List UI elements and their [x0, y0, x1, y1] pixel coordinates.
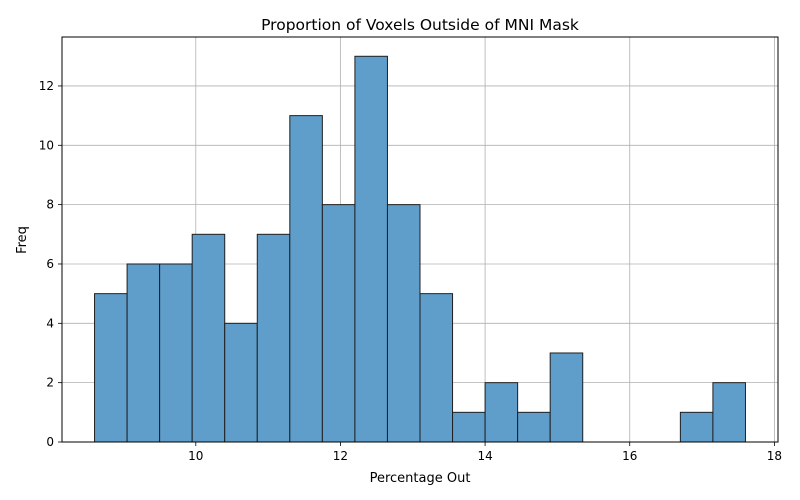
x-tick-label: 16: [622, 449, 637, 463]
x-tick-label: 12: [333, 449, 348, 463]
histogram-bar: [289, 115, 323, 443]
y-axis-label: Freq: [15, 226, 30, 254]
histogram-bar: [94, 293, 128, 443]
histogram-bar: [126, 263, 161, 443]
histogram-bar: [484, 382, 519, 443]
x-tick-label: 10: [188, 449, 203, 463]
y-tick-label: 8: [46, 198, 54, 212]
y-tick-label: 2: [46, 376, 54, 390]
x-tick-label: 14: [477, 449, 492, 463]
y-tick-label: 4: [46, 316, 54, 330]
histogram-bars: [94, 55, 746, 443]
y-tick-label: 12: [39, 79, 54, 93]
y-tick-label: 0: [46, 435, 54, 449]
histogram-bar: [517, 411, 551, 443]
histogram-bar: [679, 411, 714, 443]
x-axis-ticks: 10 12 14 16 18: [188, 442, 782, 463]
histogram-bar: [224, 322, 258, 443]
y-tick-label: 10: [39, 138, 54, 152]
histogram-bar: [191, 233, 226, 443]
chart-title: Proportion of Voxels Outside of MNI Mask: [261, 16, 579, 34]
plot-frame: [61, 36, 779, 443]
x-tick-label: 18: [767, 449, 782, 463]
y-tick-label: 6: [46, 257, 54, 271]
histogram-bar: [549, 352, 584, 443]
histogram-bar: [159, 263, 193, 443]
histogram-bar: [256, 233, 291, 443]
histogram-bar: [452, 411, 486, 443]
histogram-bar: [354, 55, 388, 443]
histogram-bar: [386, 204, 421, 443]
y-axis-ticks: 0 2 4 6 8 10 12: [39, 79, 62, 449]
histogram-bar: [712, 382, 746, 443]
histogram-bar: [321, 204, 356, 443]
histogram-bar: [419, 293, 454, 443]
x-axis-label: Percentage Out: [370, 471, 471, 486]
